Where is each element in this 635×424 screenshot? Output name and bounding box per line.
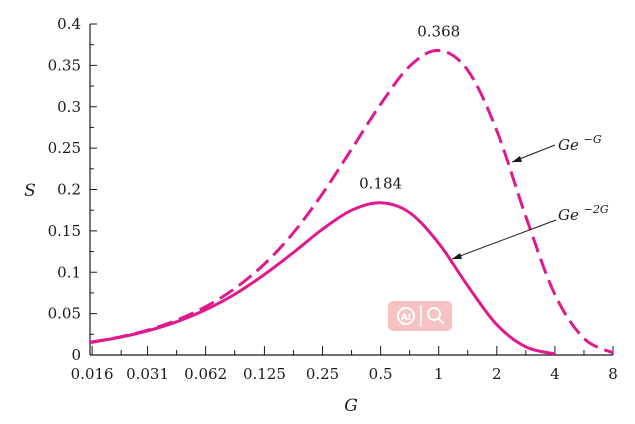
y-tick-label: 0.2 — [57, 181, 81, 199]
ai-icon — [397, 307, 415, 325]
series-label-ge-g-base: Ge — [558, 136, 579, 154]
series-label-ge-2g-base: Ge — [558, 206, 579, 224]
axes — [89, 24, 613, 356]
y-tick-label: 0.35 — [48, 56, 81, 74]
search-icon-handle — [437, 317, 444, 324]
x-tick-label: 1 — [434, 365, 444, 383]
series-label-ge-2g-pointer — [451, 219, 557, 260]
ai-icon-glyph: AI — [401, 313, 411, 323]
search-icon — [427, 307, 441, 321]
y-tick-label: 0.4 — [57, 15, 81, 33]
y-tick-label: 0.3 — [57, 98, 81, 116]
y-tick-label: 0.25 — [48, 139, 81, 157]
x-tick-label: 0.5 — [369, 365, 393, 383]
peak-annotation: 0.368 — [417, 22, 460, 40]
series-label-ge-2g: Ge −2G — [451, 203, 609, 260]
series-line-ge-g — [89, 48, 614, 355]
x-tick-label: 0.016 — [71, 365, 114, 383]
x-tick-label: 2 — [492, 365, 502, 383]
series-label-ge-2g-arrowhead — [452, 253, 462, 259]
ai-search-badge[interactable]: AI — [388, 301, 452, 331]
series-label-ge-g-text: Ge −G — [558, 133, 602, 154]
series-label-ge-2g-sup: −2G — [584, 203, 609, 216]
x-tick-label: 4 — [550, 365, 560, 383]
series-label-ge-g-arrowhead — [512, 156, 522, 162]
y-tick-label: 0 — [71, 346, 81, 364]
y-axis-label: S — [24, 181, 36, 201]
x-tick-label: 0.125 — [243, 365, 286, 383]
series-label-ge-2g-text: Ge −2G — [558, 203, 609, 224]
annotation-layer: 0.368 0.184 — [359, 22, 460, 192]
series-label-ge-g-sup: −G — [584, 133, 602, 146]
y-ticks: 0 0.05 0.1 0.15 0.2 0.25 0.3 0.35 0.4 — [48, 15, 97, 364]
y-tick-label: 0.15 — [48, 222, 81, 240]
y-tick-label: 0.05 — [48, 305, 81, 323]
y-tick-label: 0.1 — [57, 263, 81, 281]
x-tick-label: 0.062 — [184, 365, 227, 383]
x-tick-label: 8 — [608, 365, 618, 383]
peak-annotation: 0.184 — [359, 175, 402, 193]
series-label-ge-g: Ge −G — [511, 133, 602, 163]
x-ticks: 0.016 0.031 0.062 0.125 0.25 0.5 1 2 4 8 — [71, 346, 618, 383]
series-line-ge-2g — [89, 201, 556, 356]
series-layer — [89, 48, 614, 356]
x-tick-label: 0.25 — [306, 365, 339, 383]
x-axis-label: G — [344, 396, 358, 416]
x-tick-label: 0.031 — [126, 365, 169, 383]
